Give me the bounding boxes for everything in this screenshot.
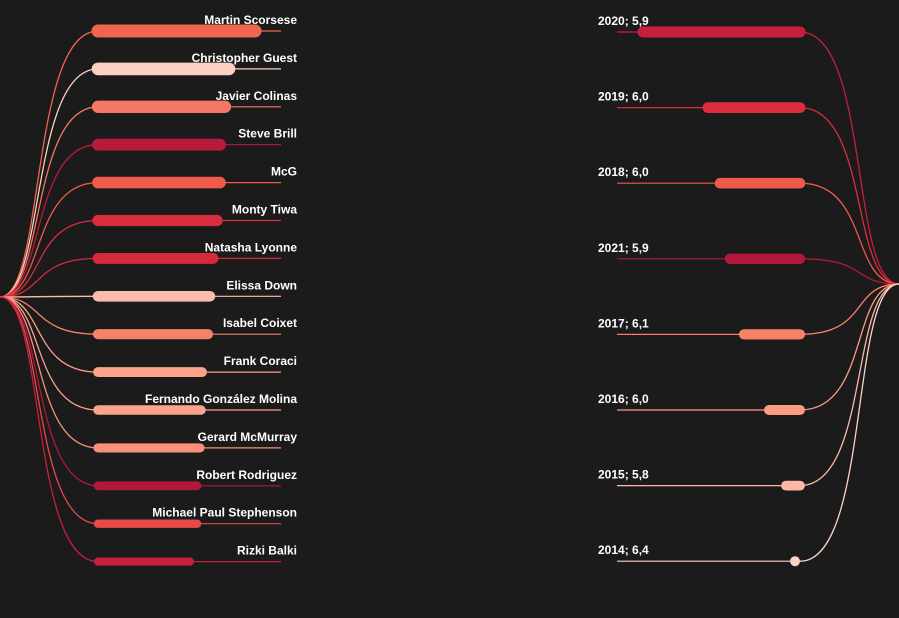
category-label: McG (271, 165, 297, 179)
connector-curve (799, 283, 899, 336)
category-label: Natasha Lyonne (205, 240, 298, 254)
connector-curve (0, 296, 99, 525)
connector-curve (0, 296, 99, 563)
year-score-label: 2021; 5,9 (598, 241, 649, 255)
connector-curve (0, 296, 99, 373)
year-score-label: 2019; 6,0 (598, 90, 649, 104)
category-label: Christopher Guest (192, 51, 297, 65)
connector-curve (0, 181, 99, 298)
connector-curve (799, 106, 899, 285)
category-label: Javier Colinas (216, 89, 298, 103)
connector-curve (0, 296, 99, 411)
connector-curve (0, 30, 99, 298)
left-bars: Martin Scorsese Christopher Guest Javier C… (91, 13, 298, 566)
connector-curve (799, 31, 899, 285)
year-score-label: 2016; 6,0 (598, 392, 649, 406)
category-label: Steve Brill (238, 127, 297, 141)
year-score-label: 2017; 6,1 (598, 316, 649, 330)
category-label: Rizki Balki (237, 544, 297, 558)
year-score-label: 2018; 6,0 (598, 165, 649, 179)
year-score-label: 2020; 5,9 (598, 14, 649, 28)
connector-curve (799, 283, 899, 562)
connector-curve (799, 258, 899, 285)
category-label: Elissa Down (226, 278, 297, 292)
connector-curve (799, 182, 899, 285)
connector-curve (0, 219, 99, 298)
right-connector-curves (799, 31, 899, 562)
connector-curve (0, 296, 99, 487)
year-score-label: 2014; 6,4 (598, 543, 649, 557)
category-label: Gerard McMurray (198, 430, 298, 444)
connector-curve (0, 106, 99, 298)
category-label: Fernando González Molina (145, 392, 297, 406)
connector-curve (0, 144, 99, 298)
left-connector-curves (0, 30, 99, 563)
year-score-label: 2015; 5,8 (598, 468, 649, 482)
connector-curve (0, 296, 99, 335)
right-bars: 2020; 5,9 2019; 6,0 2018; 6,0 2021; 5,9 2017… (598, 14, 806, 567)
category-label: Martin Scorsese (204, 13, 297, 27)
connector-curve (799, 283, 899, 487)
connector-curve (0, 296, 99, 449)
category-label: Monty Tiwa (232, 203, 297, 217)
connector-curve (799, 283, 899, 411)
category-label: Isabel Coixet (223, 316, 297, 330)
bar (790, 556, 800, 567)
connector-curve (0, 68, 99, 298)
category-label: Michael Paul Stephenson (152, 506, 297, 520)
connector-curve (0, 295, 99, 298)
category-label: Frank Coraci (224, 354, 297, 368)
category-label: Robert Rodriguez (196, 468, 297, 482)
connector-curve (0, 257, 99, 298)
